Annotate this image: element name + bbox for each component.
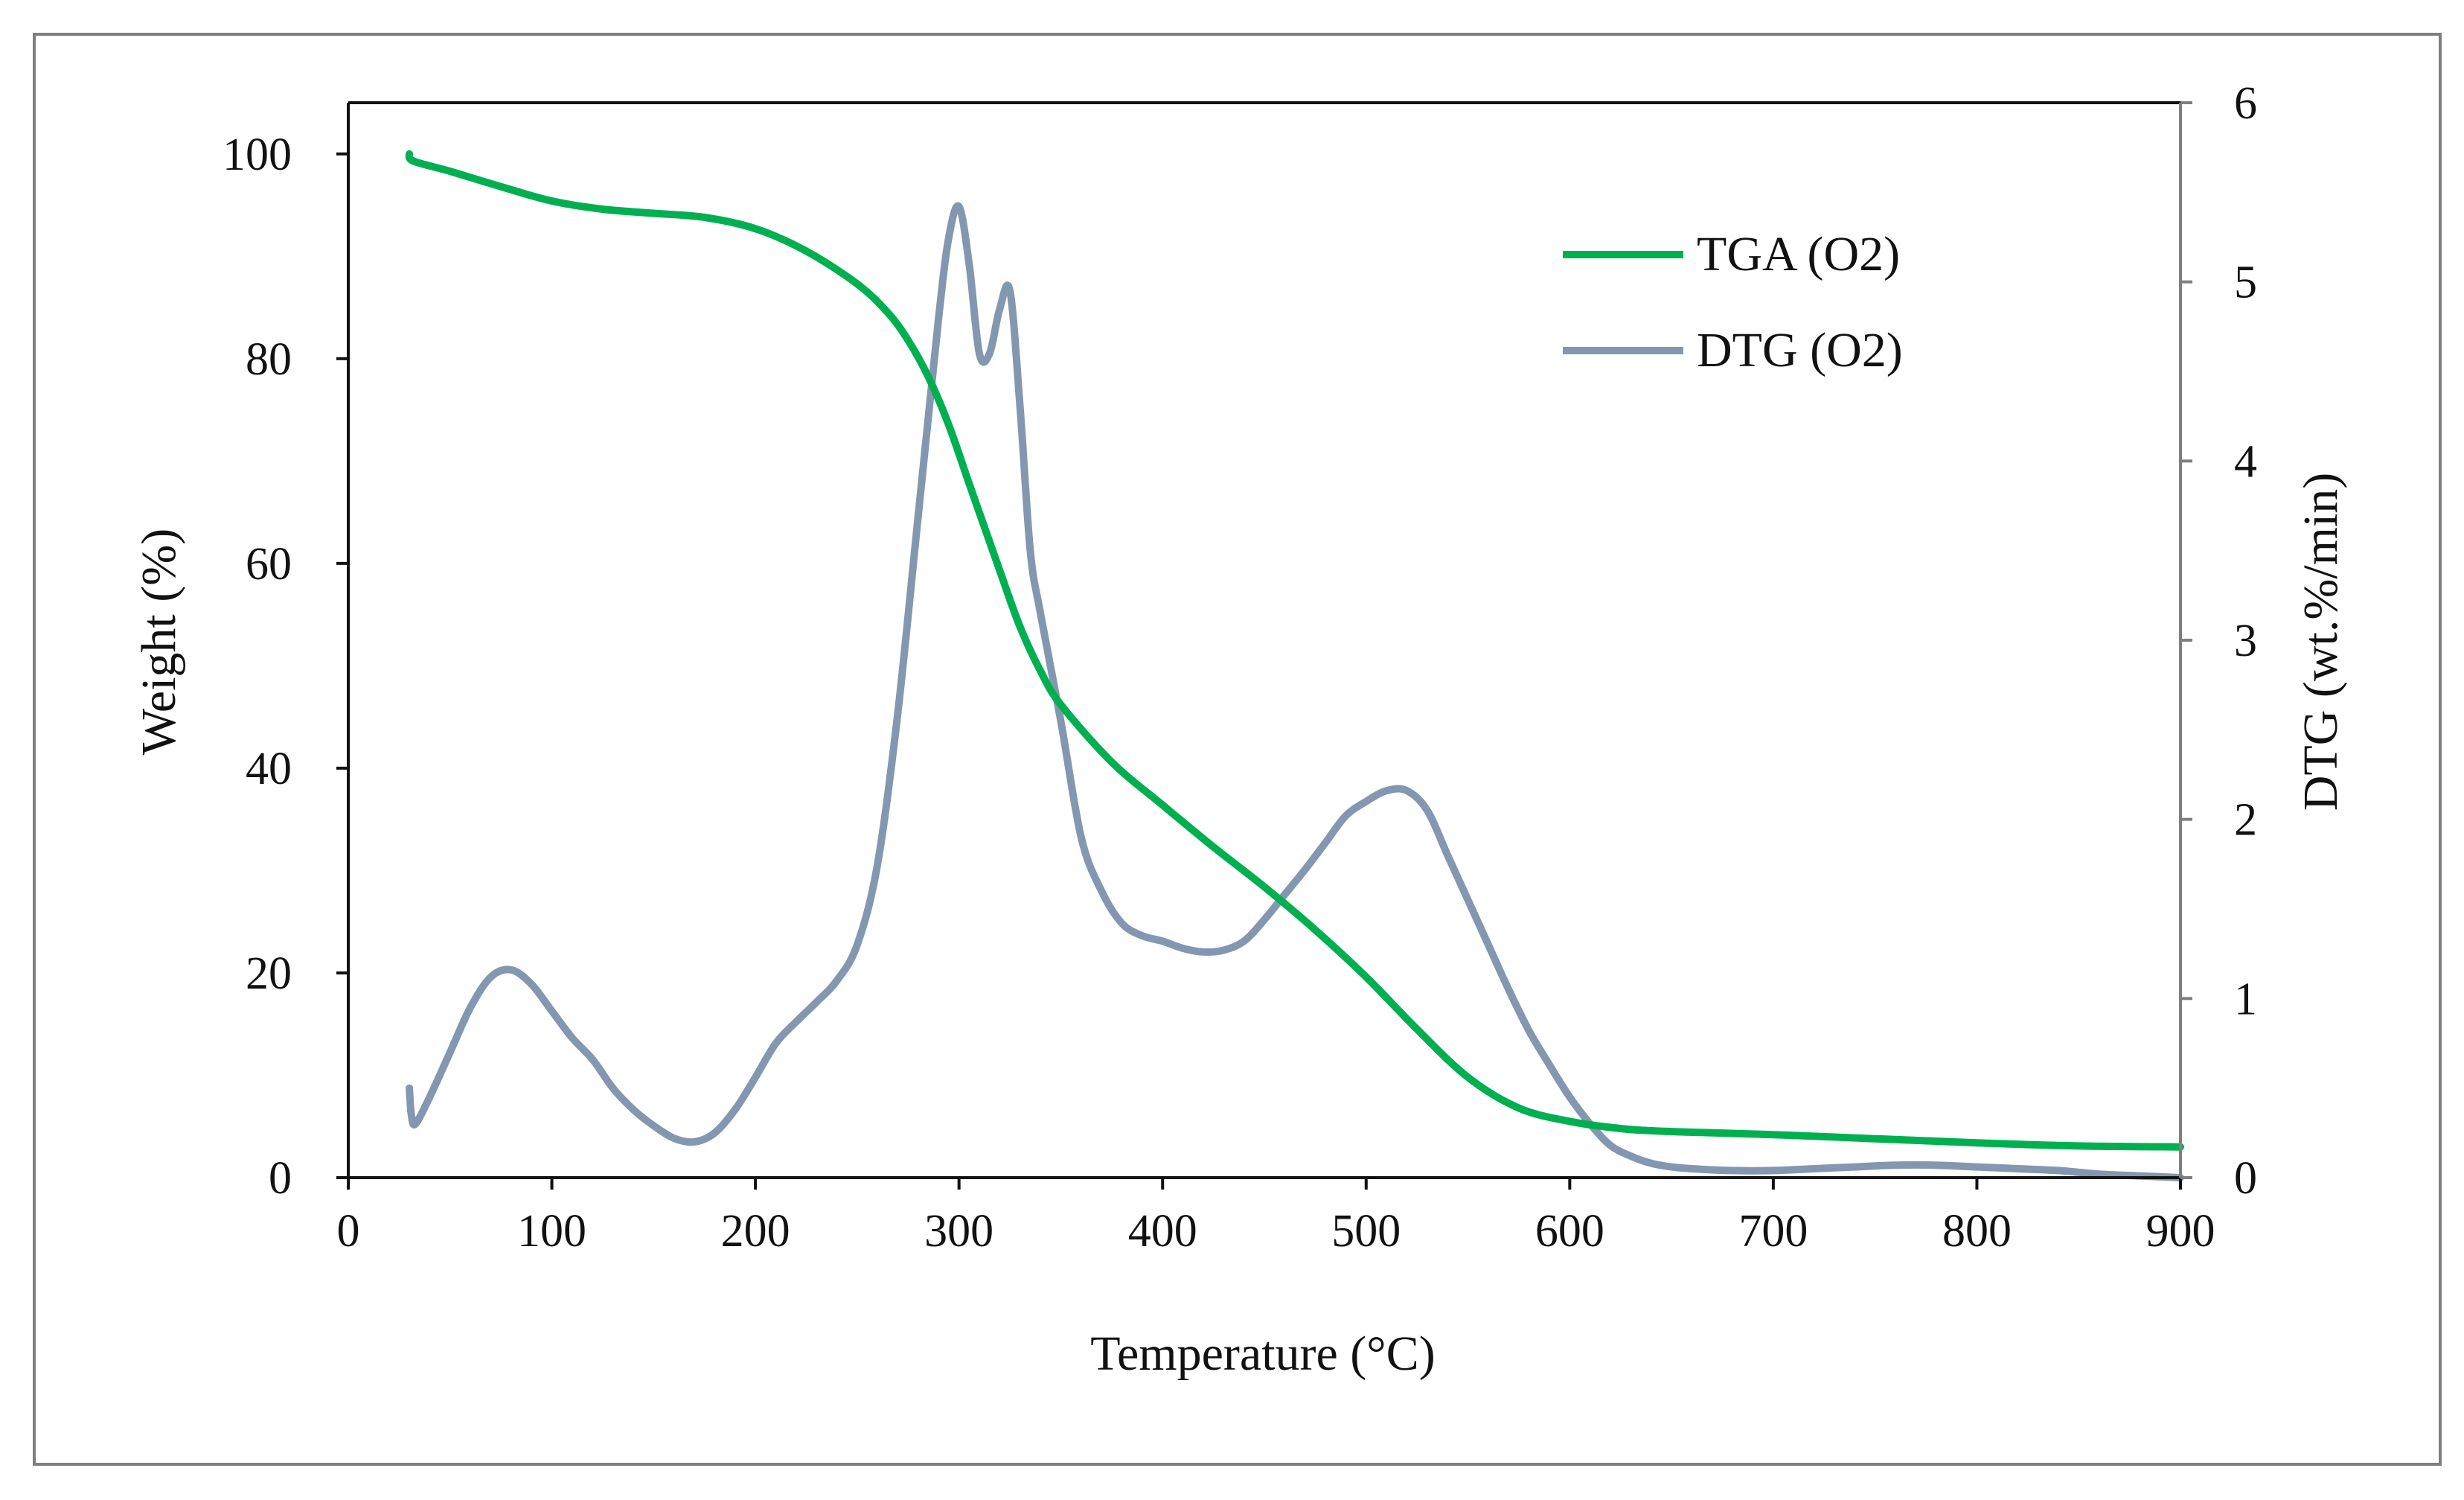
y2-tick-label: 5: [2234, 258, 2257, 308]
y2-axis-title: DTG (wt.%/min): [2294, 473, 2348, 811]
y2-tick-label: 6: [2234, 78, 2257, 129]
legend-label-tga: TGA (O2): [1697, 227, 1900, 281]
y-tick-label: 60: [246, 539, 292, 590]
x-tick-label: 100: [517, 1206, 586, 1257]
x-tick-label: 700: [1738, 1206, 1808, 1257]
legend: TGA (O2) DTG (O2): [1563, 227, 1903, 377]
y-tick-label: 20: [246, 948, 292, 999]
y-tick-label: 100: [223, 130, 292, 180]
x-tick-label: 300: [924, 1206, 993, 1257]
y2-tick-label: 1: [2234, 974, 2257, 1024]
x-tick-label: 400: [1128, 1206, 1197, 1257]
y-tick-label: 40: [246, 744, 292, 794]
y2-tick-label: 0: [2234, 1153, 2257, 1204]
x-axis-title: Temperature (°C): [1090, 1327, 1435, 1381]
series-line-tga: [405, 150, 2184, 1151]
x-tick-label: 200: [721, 1206, 790, 1257]
x-tick-label: 900: [2146, 1206, 2215, 1257]
y2-tick-label: 3: [2234, 616, 2257, 666]
y-tick-label: 0: [269, 1153, 292, 1204]
x-tick-label: 0: [337, 1206, 360, 1257]
chart-frame: [33, 33, 2442, 1466]
x-tick-label: 800: [1942, 1206, 2012, 1257]
y2-tick-label: 2: [2234, 795, 2257, 846]
legend-label-dtg: DTG (O2): [1697, 323, 1903, 377]
y-axis-title: Weight (%): [132, 529, 186, 755]
y-tick-label: 80: [246, 334, 292, 385]
x-tick-label: 500: [1331, 1206, 1401, 1257]
y2-tick-label: 4: [2234, 436, 2257, 487]
x-tick-label: 600: [1535, 1206, 1604, 1257]
